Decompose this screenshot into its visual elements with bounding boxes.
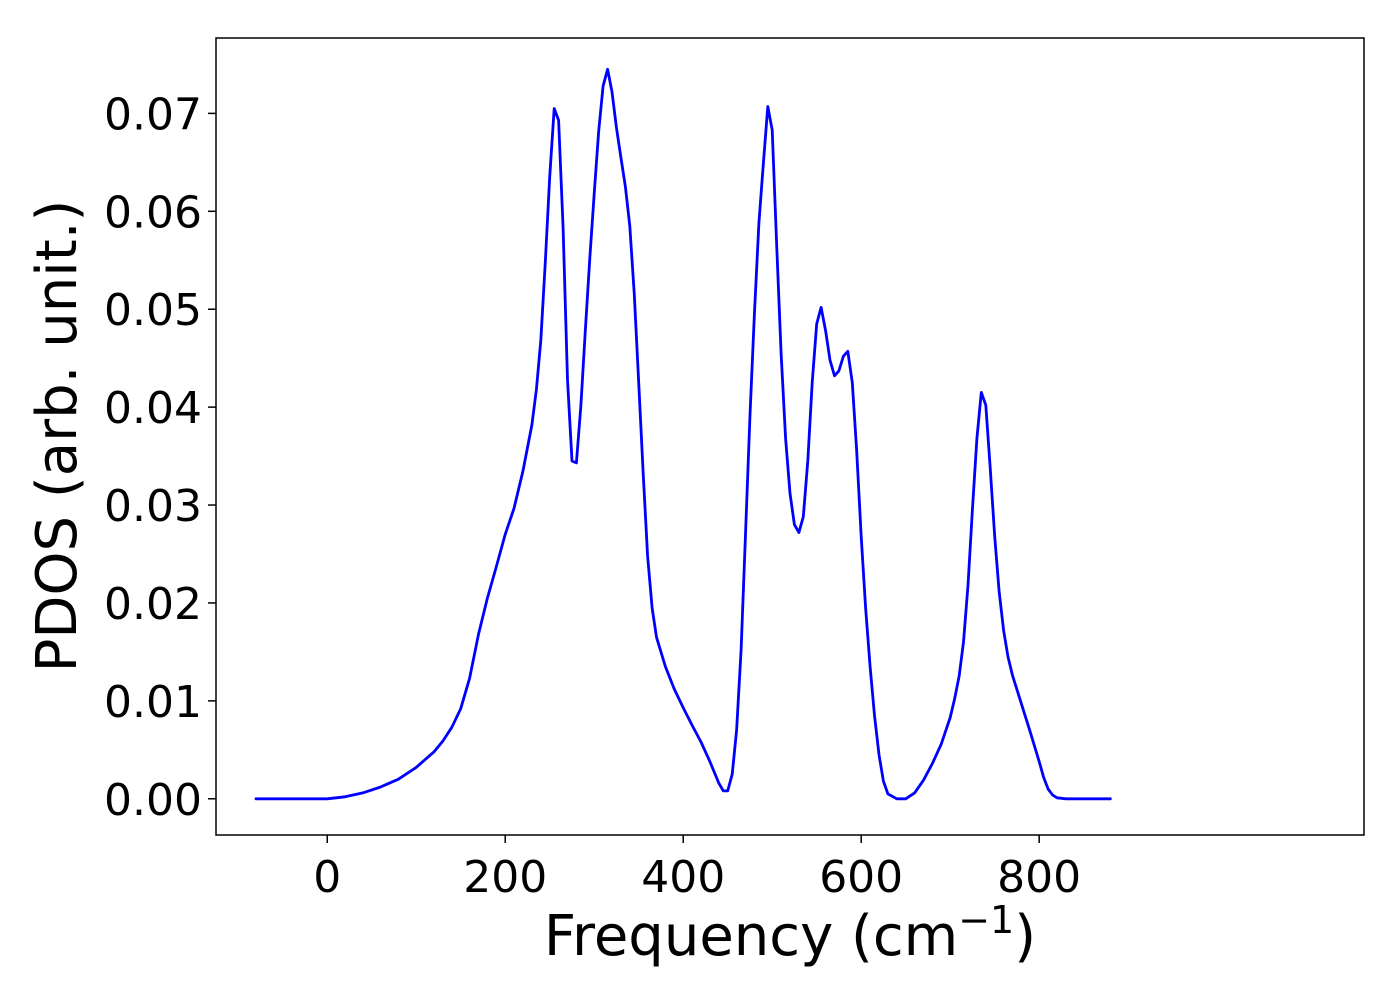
y-tick-label: 0.05	[104, 285, 202, 336]
plot-frame	[215, 37, 1365, 836]
x-axis-label-superscript: −1	[958, 898, 1014, 942]
y-tick-label: 0.04	[104, 383, 202, 434]
y-tick-label: 0.01	[104, 677, 202, 728]
y-tick-label: 0.03	[104, 481, 202, 532]
x-axis: 0 200 400 600 800	[313, 835, 1081, 903]
x-tick-label: 200	[463, 852, 547, 903]
y-axis-label: PDOS (arb. unit.)	[25, 200, 90, 673]
x-axis-label: Frequency (cm−1)	[544, 898, 1036, 969]
x-tick-label: 0	[313, 852, 341, 903]
y-tick-label: 0.07	[104, 89, 202, 140]
x-tick-label: 400	[641, 852, 725, 903]
pdos-line	[254, 67, 1112, 801]
y-tick-label: 0.06	[104, 187, 202, 238]
y-tick-label: 0.00	[104, 775, 202, 826]
x-tick-label: 600	[819, 852, 903, 903]
x-tick-label: 800	[997, 852, 1081, 903]
y-tick-label: 0.02	[104, 579, 202, 630]
y-axis: 0.00 0.01 0.02 0.03 0.04 0.05 0.06 0.07	[104, 89, 216, 826]
